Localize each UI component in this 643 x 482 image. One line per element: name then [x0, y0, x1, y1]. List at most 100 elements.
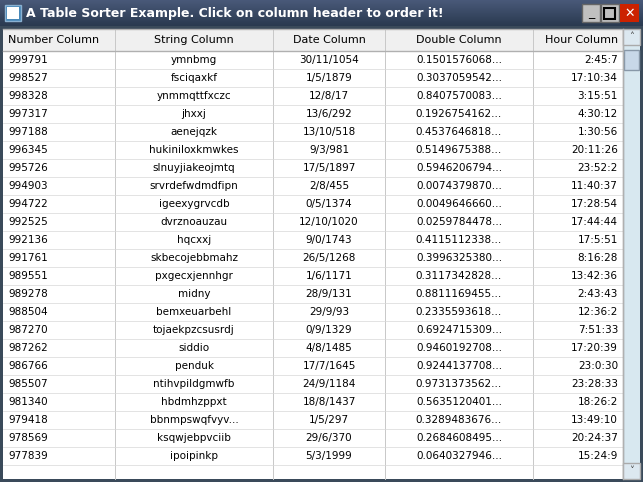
Text: dvrznoauzau: dvrznoauzau [161, 217, 228, 227]
Text: 0.4115112338...: 0.4115112338... [416, 235, 502, 245]
Text: 0.3996325380...: 0.3996325380... [416, 253, 502, 263]
Text: 0/5/1374: 0/5/1374 [305, 199, 352, 209]
Text: 18:26:2: 18:26:2 [577, 397, 618, 407]
Text: 0.4537646818...: 0.4537646818... [416, 127, 502, 137]
Text: A Table Sorter Example. Click on column header to order it!: A Table Sorter Example. Click on column … [26, 6, 444, 19]
Text: 0.5635120401...: 0.5635120401... [416, 397, 502, 407]
Bar [0, 9, 643, 10]
Text: 987262: 987262 [8, 343, 48, 353]
Text: 979418: 979418 [8, 415, 48, 425]
Text: slnuyjiakeojmtq: slnuyjiakeojmtq [152, 163, 235, 173]
Text: 0.3117342828...: 0.3117342828... [416, 271, 502, 281]
Text: 0.9731373562...: 0.9731373562... [416, 379, 502, 389]
Text: 17:20:39: 17:20:39 [571, 343, 618, 353]
Text: midny: midny [177, 289, 210, 299]
Bar [0, 17, 643, 18]
Bar [0, 4, 643, 5]
Text: 11:40:37: 11:40:37 [571, 181, 618, 191]
Text: jhxxj: jhxxj [181, 109, 206, 119]
Text: hbdmhzppxt: hbdmhzppxt [161, 397, 227, 407]
Text: 13/10/518: 13/10/518 [302, 127, 356, 137]
Text: 2/8/455: 2/8/455 [309, 181, 349, 191]
Text: 5/3/1999: 5/3/1999 [305, 451, 352, 461]
Text: bbnmpswqfvyv...: bbnmpswqfvyv... [150, 415, 239, 425]
Text: 0.5946206794...: 0.5946206794... [416, 163, 502, 173]
Text: ntihvpildgmwfb: ntihvpildgmwfb [153, 379, 235, 389]
Bar [604, 8, 615, 19]
Text: 26/5/1268: 26/5/1268 [302, 253, 356, 263]
Bar [0, 2, 643, 3]
Text: penduk: penduk [174, 361, 213, 371]
Text: 2:43:43: 2:43:43 [577, 289, 618, 299]
Text: 30/11/1054: 30/11/1054 [299, 55, 359, 65]
Text: 0.3289483676...: 0.3289483676... [416, 415, 502, 425]
Text: tojaekpzcsusrdj: tojaekpzcsusrdj [153, 325, 235, 335]
Bar [0, 12, 643, 13]
Text: 0.0049646660...: 0.0049646660... [416, 199, 502, 209]
Bar [0, 23, 643, 24]
Text: 12/8/17: 12/8/17 [309, 91, 349, 101]
Text: 1:30:56: 1:30:56 [578, 127, 618, 137]
Bar [582, 4, 600, 22]
Bar [0, 14, 643, 15]
Text: 998527: 998527 [8, 73, 48, 83]
Text: 8:16:28: 8:16:28 [577, 253, 618, 263]
Text: 997317: 997317 [8, 109, 48, 119]
Text: 23:28:33: 23:28:33 [571, 379, 618, 389]
Text: fsciqaxkf: fsciqaxkf [170, 73, 217, 83]
Text: 12/10/1020: 12/10/1020 [299, 217, 359, 227]
Text: 29/9/93: 29/9/93 [309, 307, 349, 317]
Text: aenejqzk: aenejqzk [170, 127, 217, 137]
Text: 996345: 996345 [8, 145, 48, 155]
Text: 985507: 985507 [8, 379, 48, 389]
Bar [0, 19, 643, 20]
Text: hukiniloxkmwkes: hukiniloxkmwkes [149, 145, 239, 155]
Bar [0, 8, 643, 9]
Text: 0.8407570083...: 0.8407570083... [416, 91, 502, 101]
Bar [0, 0, 643, 1]
Bar [623, 29, 640, 45]
Text: 0/9/1329: 0/9/1329 [305, 325, 352, 335]
Text: Hour Column: Hour Column [545, 35, 618, 45]
Text: 0.9460192708...: 0.9460192708... [416, 343, 502, 353]
Bar [0, 11, 643, 12]
Bar [0, 15, 643, 16]
Text: 29/6/370: 29/6/370 [305, 433, 352, 443]
Text: 3:15:51: 3:15:51 [577, 91, 618, 101]
Text: 988504: 988504 [8, 307, 48, 317]
Text: 0.6924715309...: 0.6924715309... [416, 325, 502, 335]
Text: 987270: 987270 [8, 325, 48, 335]
Text: ymnbmg: ymnbmg [171, 55, 217, 65]
Text: 23:0:30: 23:0:30 [578, 361, 618, 371]
Text: ˅: ˅ [629, 466, 634, 476]
Bar [0, 18, 643, 19]
Text: siddio: siddio [179, 343, 210, 353]
Bar [3, 29, 623, 51]
Text: igeexygrvcdb: igeexygrvcdb [159, 199, 230, 209]
Text: 978569: 978569 [8, 433, 48, 443]
Bar [601, 4, 619, 22]
Text: 997188: 997188 [8, 127, 48, 137]
Text: 12:36:2: 12:36:2 [577, 307, 618, 317]
Text: Double Column: Double Column [416, 35, 502, 45]
Text: 0.2684608495...: 0.2684608495... [416, 433, 502, 443]
Text: 13/6/292: 13/6/292 [305, 109, 352, 119]
Text: ynmmqttfxczc: ynmmqttfxczc [157, 91, 231, 101]
Text: 991761: 991761 [8, 253, 48, 263]
Text: 989551: 989551 [8, 271, 48, 281]
Text: 0.5149675388...: 0.5149675388... [416, 145, 502, 155]
Bar [0, 6, 643, 7]
Bar [0, 13, 643, 14]
Text: 0.2335593618...: 0.2335593618... [416, 307, 502, 317]
Text: 992136: 992136 [8, 235, 48, 245]
Text: 24/9/1184: 24/9/1184 [302, 379, 356, 389]
Text: 977839: 977839 [8, 451, 48, 461]
Bar [623, 463, 640, 479]
Text: Date Column: Date Column [293, 35, 365, 45]
Bar [0, 5, 643, 6]
Text: 0.0259784478...: 0.0259784478... [416, 217, 502, 227]
Text: 992525: 992525 [8, 217, 48, 227]
Bar [0, 7, 643, 8]
Text: 1/6/1171: 1/6/1171 [305, 271, 352, 281]
Text: 986766: 986766 [8, 361, 48, 371]
